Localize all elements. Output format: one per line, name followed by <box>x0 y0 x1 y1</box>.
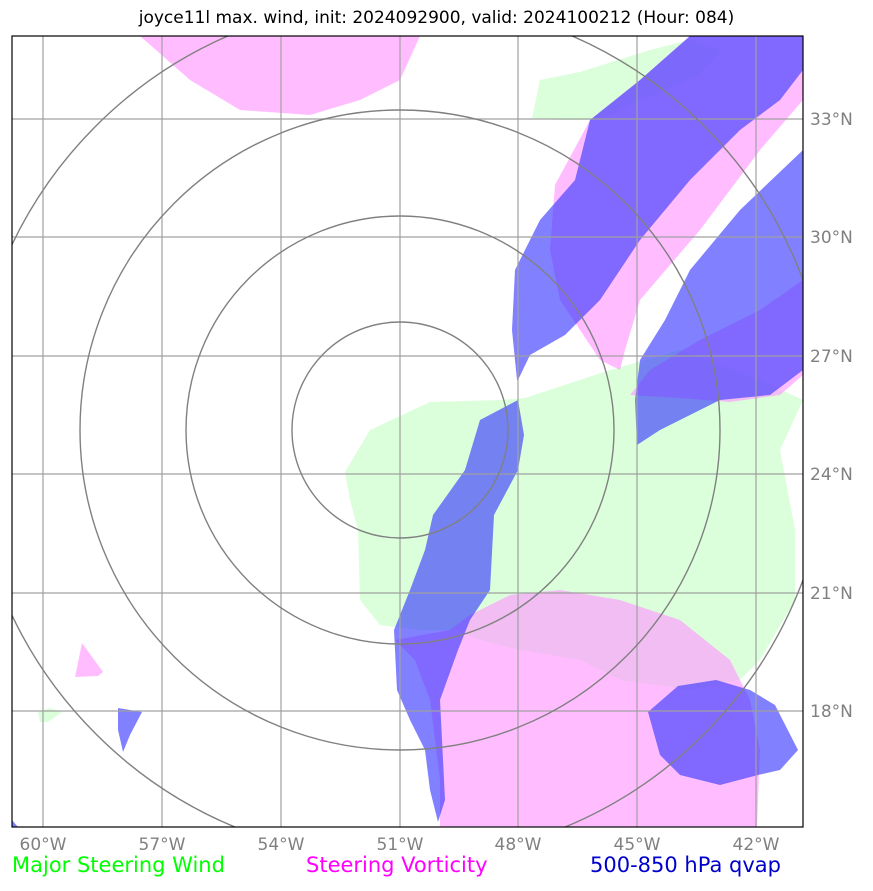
lon-tick-label: 54°W <box>258 835 305 855</box>
range-ring <box>291 321 509 539</box>
wind-region <box>38 708 62 722</box>
qvap-layer <box>12 36 803 827</box>
qvap-region <box>394 400 524 822</box>
qvap-region <box>12 820 18 827</box>
vorticity-region <box>395 590 760 827</box>
range-rings <box>12 36 803 827</box>
lon-tick-label: 60°W <box>20 835 67 855</box>
map-layers <box>12 36 803 827</box>
lon-tick-label: 48°W <box>495 835 542 855</box>
lat-tick-labels: 33°N 30°N 27°N 24°N 21°N 18°N <box>810 110 853 722</box>
lat-tick-label: 18°N <box>810 702 853 722</box>
range-ring <box>185 215 615 645</box>
legend-vorticity: Steering Vorticity <box>306 853 488 877</box>
lat-tick-label: 24°N <box>810 465 853 485</box>
vorticity-region <box>140 36 420 115</box>
vorticity-region <box>75 643 103 677</box>
qvap-region <box>512 36 803 380</box>
lon-tick-label: 42°W <box>733 835 780 855</box>
range-ring <box>79 109 721 751</box>
lon-tick-label: 57°W <box>139 835 186 855</box>
map-title: joyce11l max. wind, init: 2024092900, va… <box>138 8 735 28</box>
legend-qvap: 500-850 hPa qvap <box>590 853 781 877</box>
graticule <box>12 36 803 827</box>
qvap-region <box>648 680 798 785</box>
lon-tick-labels: 60°W 57°W 54°W 51°W 48°W 45°W 42°W <box>20 835 780 855</box>
lat-tick-label: 27°N <box>810 347 853 367</box>
lat-tick-label: 33°N <box>810 110 853 130</box>
map-frame <box>11 35 804 828</box>
lat-tick-label: 30°N <box>810 228 853 248</box>
lat-tick-label: 21°N <box>810 584 853 604</box>
lon-tick-label: 51°W <box>377 835 424 855</box>
lon-tick-label: 45°W <box>614 835 661 855</box>
legend-wind: Major Steering Wind <box>12 853 225 877</box>
qvap-region <box>118 708 142 752</box>
qvap-region <box>635 150 803 445</box>
